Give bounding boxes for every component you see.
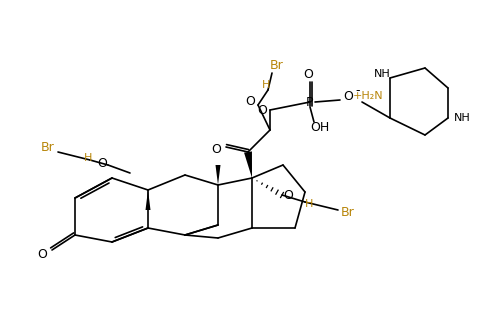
Text: O: O xyxy=(257,104,267,117)
Text: +H₂N: +H₂N xyxy=(353,91,383,101)
Text: OH: OH xyxy=(310,120,330,133)
Text: Br: Br xyxy=(341,206,355,218)
Text: O: O xyxy=(211,143,221,156)
Text: NH: NH xyxy=(454,113,471,123)
Text: Br: Br xyxy=(270,59,284,71)
Text: Br: Br xyxy=(41,140,55,154)
Text: O: O xyxy=(343,89,353,103)
Polygon shape xyxy=(145,190,150,210)
Polygon shape xyxy=(244,151,252,178)
Text: O: O xyxy=(37,248,47,260)
Text: H: H xyxy=(262,80,270,90)
Text: H: H xyxy=(84,153,92,163)
Text: O: O xyxy=(283,188,293,202)
Text: H: H xyxy=(305,199,313,209)
Text: P: P xyxy=(306,96,314,109)
Polygon shape xyxy=(216,165,221,185)
Text: O: O xyxy=(97,157,107,169)
Text: -: - xyxy=(356,84,360,98)
Text: NH: NH xyxy=(374,69,390,79)
Text: O: O xyxy=(303,68,313,80)
Text: O: O xyxy=(245,94,255,108)
